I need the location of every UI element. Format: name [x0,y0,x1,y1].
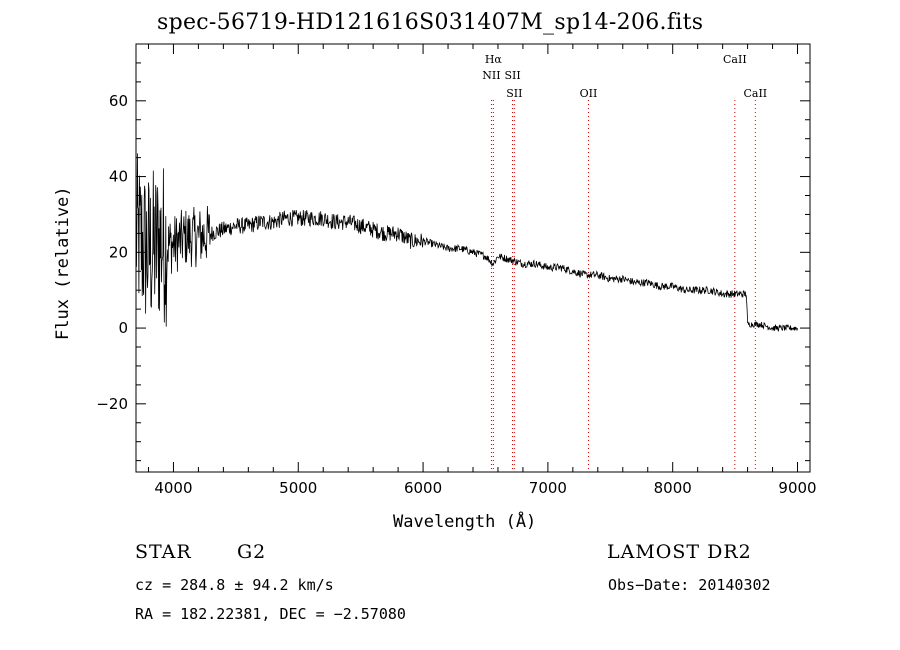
x-tick-label: 9000 [778,479,816,497]
line-marker-label: Hα [485,53,503,66]
spectrum-series [135,153,798,332]
y-tick-label: 60 [109,92,128,110]
x-tick-label: 4000 [154,479,192,497]
object-type: STAR [135,541,192,563]
y-tick-label: −20 [96,395,128,413]
ra-dec: RA = 182.22381, DEC = −2.57080 [135,605,406,623]
x-tick-label: 7000 [529,479,567,497]
observation-date: Obs−Date: 20140302 [608,576,771,594]
y-tick-label: 0 [118,319,128,337]
y-axis-label: Flux (relative) [53,186,73,340]
line-marker-label: SII [506,87,522,100]
line-marker-label: NII [482,69,500,82]
x-tick-label: 6000 [404,479,442,497]
object-subclass: G2 [237,541,267,563]
line-marker-label: CaII [723,53,747,66]
survey-release: LAMOST DR2 [607,541,752,563]
y-tick-label: 20 [109,243,128,261]
redshift-cz: cz = 284.8 ± 94.2 km/s [135,576,334,594]
y-tick-label: 40 [109,168,128,186]
chart-title: spec-56719-HD121616S031407M_sp14-206.fit… [157,10,704,35]
line-marker-label: CaII [743,87,767,100]
x-axis-label: Wavelength (Å) [393,512,537,532]
x-tick-label: 5000 [279,479,317,497]
x-tick-label: 8000 [654,479,692,497]
line-marker-label: SII [504,69,520,82]
plot-frame [135,43,811,473]
line-marker-label: OII [580,87,598,100]
